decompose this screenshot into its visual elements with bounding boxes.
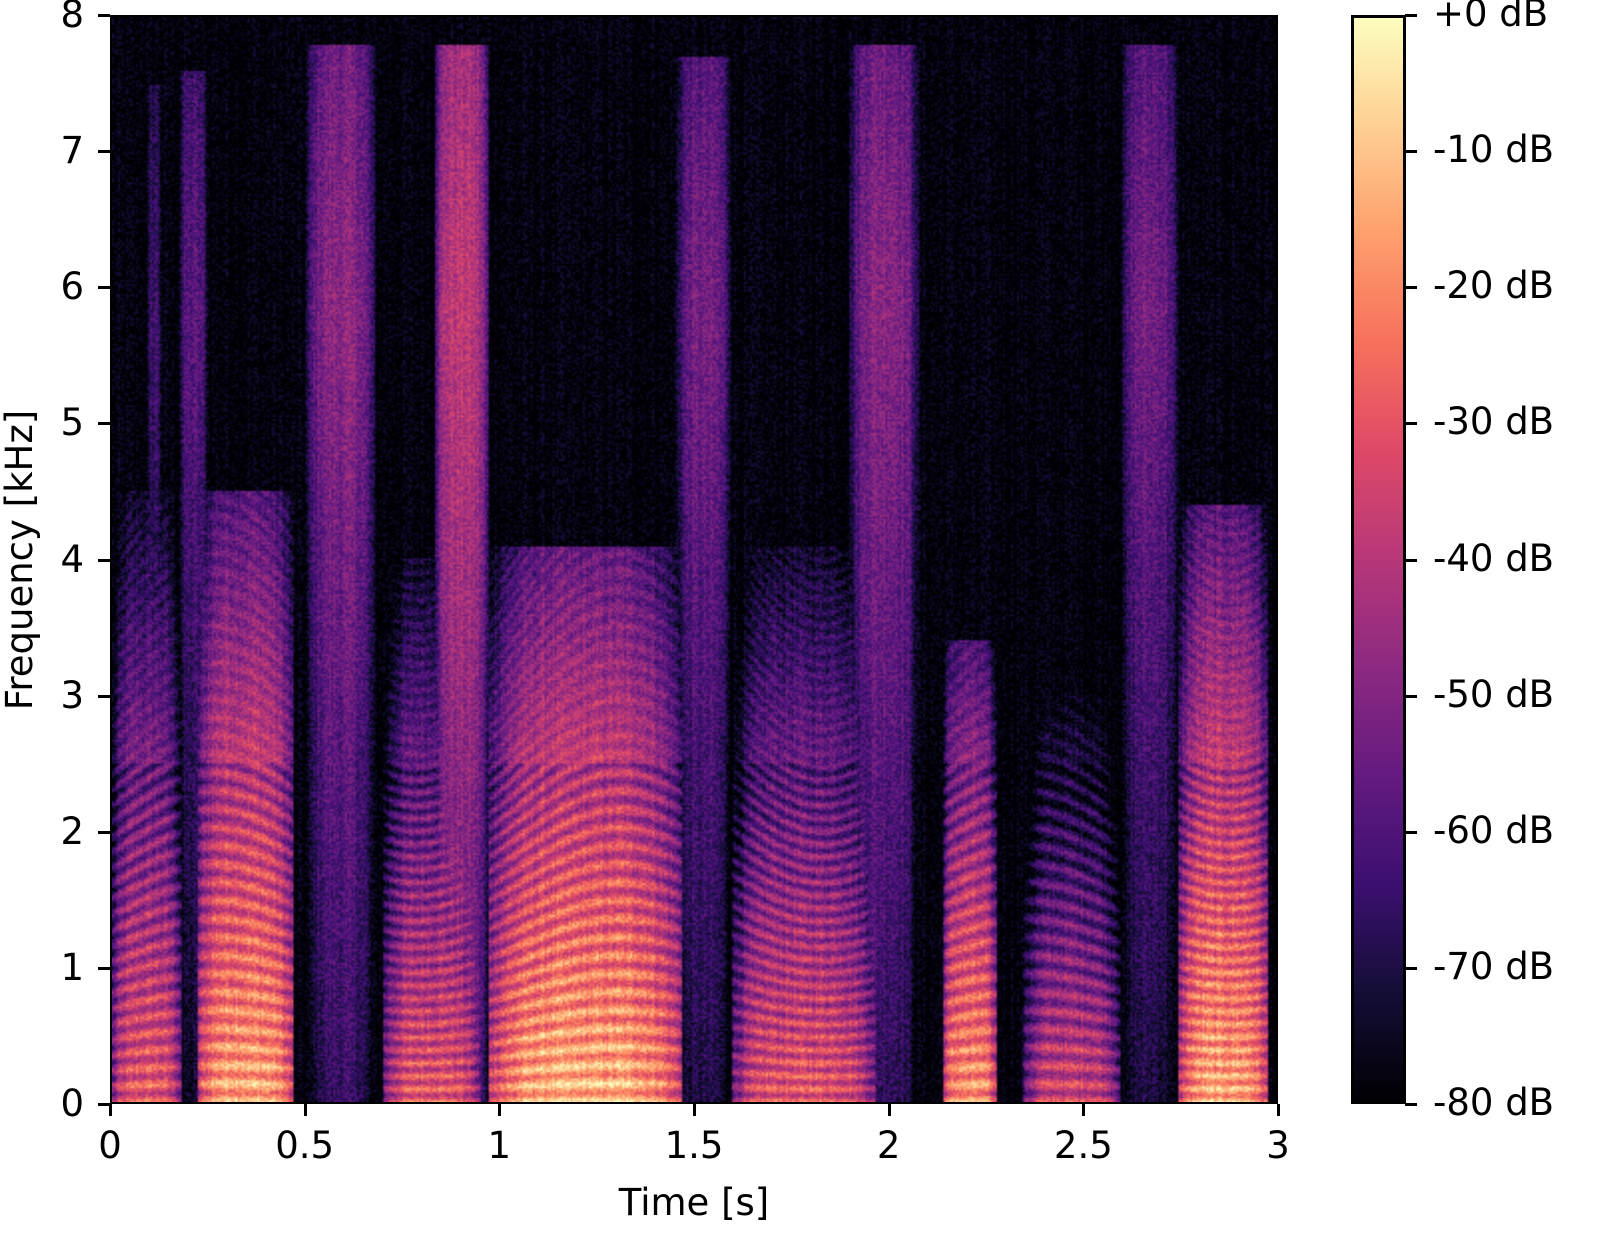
colorbar-tick-mark <box>1405 830 1417 834</box>
colorbar-tick-label: -10 dB <box>1433 128 1555 172</box>
y-tick-label: 7 <box>60 129 84 173</box>
colorbar-tick-mark <box>1405 286 1417 290</box>
y-tick-label: 5 <box>60 401 84 445</box>
colorbar-tick-label: -80 dB <box>1433 1081 1555 1124</box>
y-axis-title: Frequency [kHz] <box>0 409 41 711</box>
y-tick-mark <box>98 830 110 834</box>
y-tick-mark <box>98 286 110 290</box>
x-tick-mark <box>693 1104 696 1116</box>
x-tick-mark <box>1082 1104 1086 1116</box>
y-tick-label: 6 <box>60 265 84 309</box>
x-tick-mark <box>1277 1104 1280 1116</box>
colorbar <box>1351 15 1406 1104</box>
y-tick-mark <box>98 966 110 970</box>
colorbar-tick-label: -60 dB <box>1433 808 1555 852</box>
colorbar-tick-mark <box>1405 150 1417 154</box>
x-tick-mark <box>109 1104 112 1116</box>
y-tick-label: 2 <box>60 809 84 853</box>
x-tick-label: 0.5 <box>275 1124 335 1167</box>
x-tick-label: 2 <box>876 1124 901 1167</box>
colorbar-tick-mark <box>1405 14 1417 17</box>
colorbar-tick-label: -70 dB <box>1433 944 1555 988</box>
y-tick-label: 8 <box>60 0 84 36</box>
colorbar-tick-label: -50 dB <box>1433 672 1555 716</box>
y-tick-label: 4 <box>60 537 84 581</box>
x-tick-label: 1 <box>487 1124 512 1167</box>
x-tick-label: 1.5 <box>664 1124 724 1167</box>
colorbar-tick-mark <box>1405 966 1417 970</box>
colorbar-tick-label: -40 dB <box>1433 536 1555 580</box>
colorbar-tick-label: -30 dB <box>1433 400 1555 444</box>
colorbar-tick-mark <box>1405 422 1417 426</box>
y-tick-label: 1 <box>60 945 84 989</box>
x-tick-mark <box>303 1104 307 1116</box>
spectrogram-image <box>112 17 1276 1102</box>
x-tick-label: 0 <box>98 1124 122 1167</box>
y-tick-mark <box>98 1103 110 1106</box>
x-axis-title: Time [s] <box>618 1181 770 1224</box>
x-tick-mark <box>498 1104 502 1116</box>
colorbar-tick-mark <box>1405 1103 1417 1106</box>
colorbar-tick-mark <box>1405 558 1417 562</box>
y-tick-mark <box>98 694 110 698</box>
y-tick-mark <box>98 14 110 17</box>
y-tick-mark <box>98 558 110 562</box>
x-tick-label: 2.5 <box>1053 1124 1113 1167</box>
colorbar-tick-mark <box>1405 694 1417 698</box>
spectrogram-plot-area <box>110 15 1278 1104</box>
x-tick-mark <box>887 1104 891 1116</box>
colorbar-tick-label: +0 dB <box>1433 0 1549 35</box>
y-tick-mark <box>98 422 110 426</box>
x-tick-label: 3 <box>1266 1124 1290 1167</box>
y-tick-mark <box>98 150 110 154</box>
colorbar-tick-label: -20 dB <box>1433 264 1555 308</box>
y-tick-label: 3 <box>60 673 84 717</box>
y-tick-label: 0 <box>60 1082 84 1125</box>
